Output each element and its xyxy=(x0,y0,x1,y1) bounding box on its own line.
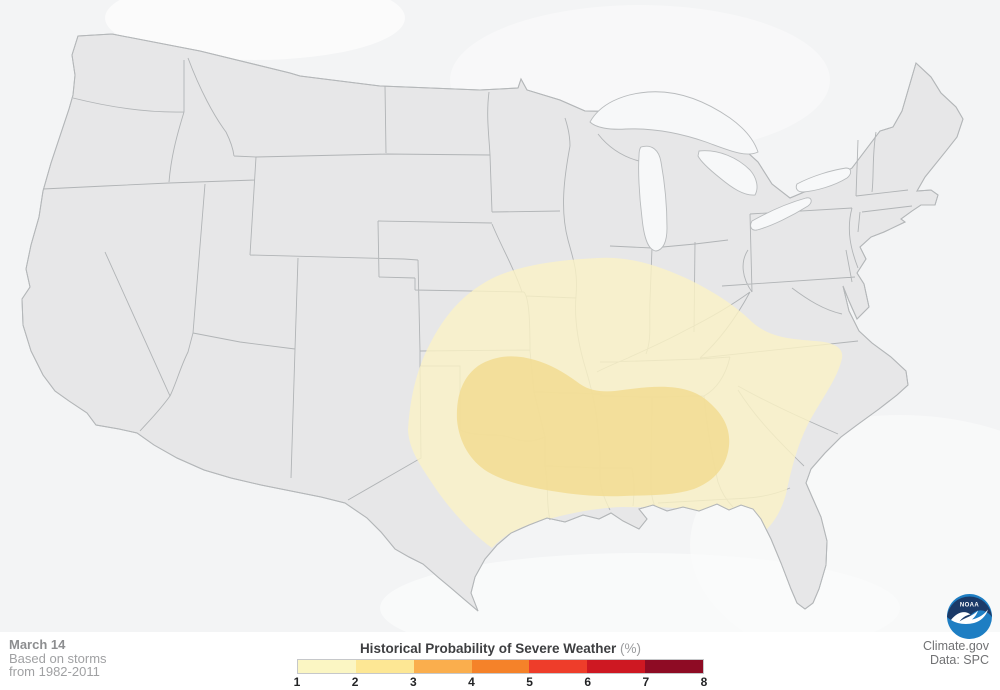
noaa-logo: NOAA xyxy=(947,594,992,639)
legend-color-segment xyxy=(355,660,414,673)
seagull-icon xyxy=(951,609,988,624)
noaa-logo-text: NOAA xyxy=(960,603,980,609)
data-source-label: Data: SPC xyxy=(929,652,989,667)
legend-color-segment xyxy=(298,660,356,673)
us-severe-weather-map xyxy=(0,0,1000,632)
legend-tick-label: 7 xyxy=(642,675,650,689)
legend-tick-label: 1 xyxy=(293,675,301,689)
legend-title-text: Historical Probability of Severe Weather xyxy=(359,641,617,656)
legend-bar xyxy=(297,659,704,674)
legend-tick-label: 6 xyxy=(584,675,592,689)
date-label: March 14 xyxy=(9,637,66,652)
source-line: Based on storms xyxy=(9,650,107,666)
great-lakes xyxy=(589,91,852,252)
legend-tick-label: 2 xyxy=(351,675,359,689)
legend-ticks: 1 2 3 4 5 6 7 8 xyxy=(293,675,708,690)
map-annotation: March 14 Based on storms from 1982-2011 xyxy=(9,638,107,679)
credits: Climate.gov Data: SPC xyxy=(923,639,989,667)
legend-unit-label: (%) xyxy=(620,641,642,656)
legend-tick-label: 5 xyxy=(526,675,533,689)
legend-color-segment xyxy=(645,660,704,673)
site-label: Climate.gov xyxy=(923,639,989,653)
legend-color-segment xyxy=(587,660,646,673)
legend-color-segment xyxy=(529,660,588,673)
legend-color-segment xyxy=(413,660,472,673)
legend-tick-label: 8 xyxy=(700,675,708,689)
legend-tick-label: 4 xyxy=(468,675,475,689)
legend-color-segment xyxy=(471,660,530,673)
contour-2-percent xyxy=(456,356,730,497)
legend-tick-label: 3 xyxy=(409,675,417,689)
source-line: from 1982-2011 xyxy=(9,664,100,679)
legend-title: Historical Probability of Severe Weather… xyxy=(297,641,704,656)
legend: Historical Probability of Severe Weather… xyxy=(293,641,708,690)
